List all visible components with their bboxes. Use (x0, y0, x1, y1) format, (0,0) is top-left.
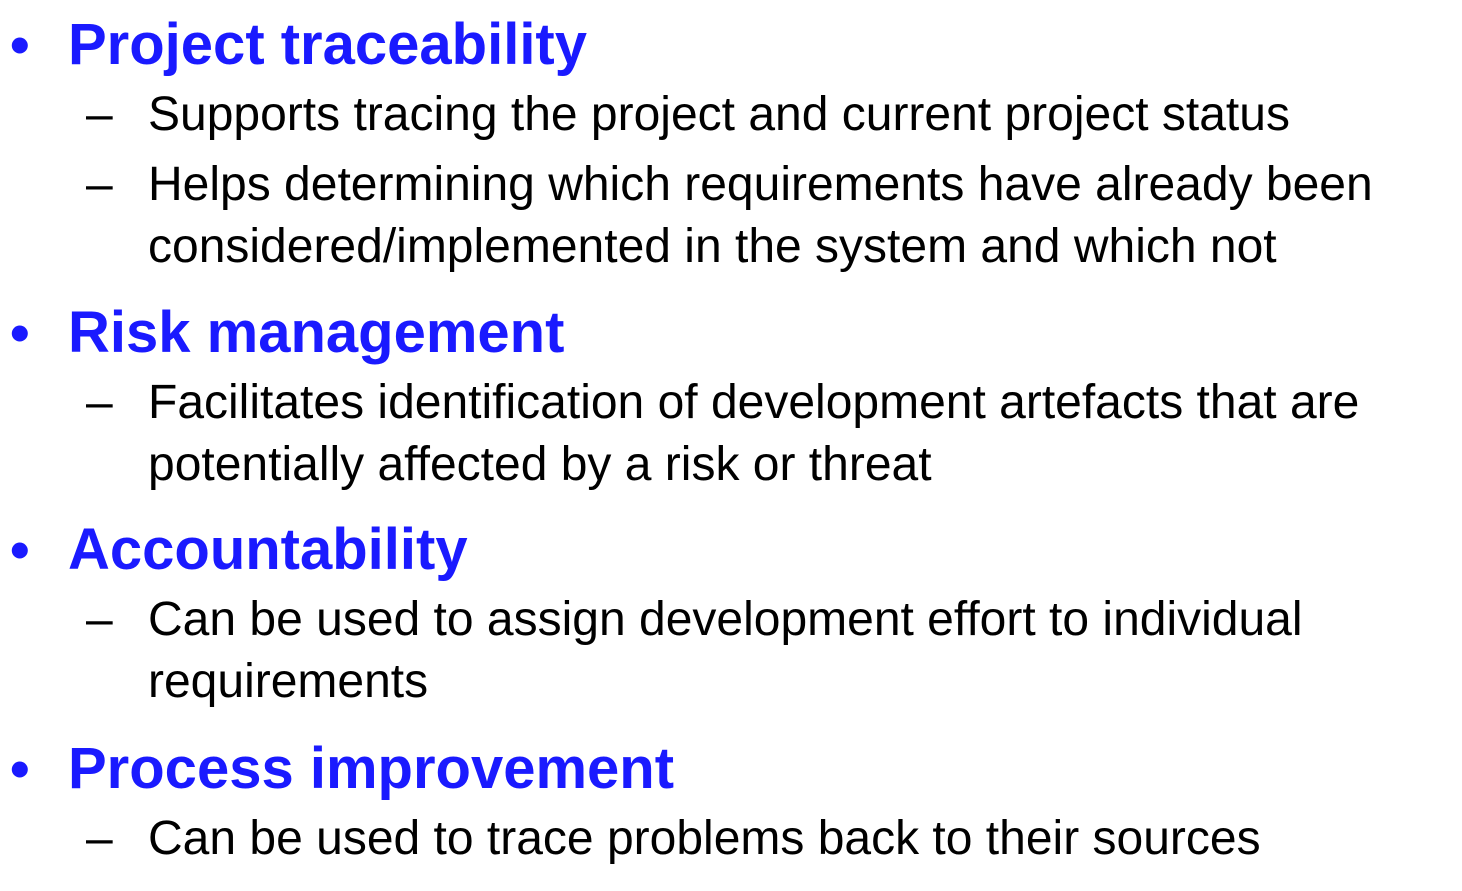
topic-heading: Risk management (68, 302, 564, 364)
topic-heading-line: • Risk management (0, 302, 1462, 364)
sub-point: – Can be used to assign development effo… (0, 589, 1462, 713)
sub-point-list: – Supports tracing the project and curre… (0, 84, 1462, 278)
topic-heading: Accountability (68, 519, 468, 581)
bullet-icon: • (10, 519, 30, 581)
bullet-icon: • (10, 14, 30, 76)
dash-icon: – (86, 808, 113, 870)
topic-heading-line: • Project traceability (0, 14, 1462, 76)
topic-heading: Process improvement (68, 738, 674, 800)
sub-point-text: Facilitates identification of developmen… (148, 372, 1458, 496)
sub-point-text: Supports tracing the project and current… (148, 84, 1458, 146)
dash-icon: – (86, 372, 113, 434)
topic-process-improvement: • Process improvement – Can be used to t… (0, 738, 1462, 878)
dash-icon: – (86, 154, 113, 216)
sub-point-list: – Facilitates identification of developm… (0, 372, 1462, 496)
dash-icon: – (86, 589, 113, 651)
sub-point: – Facilitates identification of developm… (0, 372, 1462, 496)
sub-point-text: Can be used to assign development effort… (148, 589, 1458, 713)
sub-point-list: – Can be used to trace problems back to … (0, 808, 1462, 870)
topic-heading-line: • Accountability (0, 519, 1462, 581)
sub-point: – Supports tracing the project and curre… (0, 84, 1462, 146)
bullet-icon: • (10, 302, 30, 364)
sub-point-list: – Can be used to assign development effo… (0, 589, 1462, 713)
dash-icon: – (86, 84, 113, 146)
sub-point-text: Can be used to trace problems back to th… (148, 808, 1458, 870)
topic-project-traceability: • Project traceability – Supports tracin… (0, 14, 1462, 286)
sub-point-text: Helps determining which requirements hav… (148, 154, 1458, 278)
topic-heading: Project traceability (68, 14, 587, 76)
topic-heading-line: • Process improvement (0, 738, 1462, 800)
sub-point: – Can be used to trace problems back to … (0, 808, 1462, 870)
bullet-icon: • (10, 738, 30, 800)
topic-accountability: • Accountability – Can be used to assign… (0, 519, 1462, 721)
sub-point: – Helps determining which requirements h… (0, 154, 1462, 278)
topic-risk-management: • Risk management – Facilitates identifi… (0, 302, 1462, 504)
